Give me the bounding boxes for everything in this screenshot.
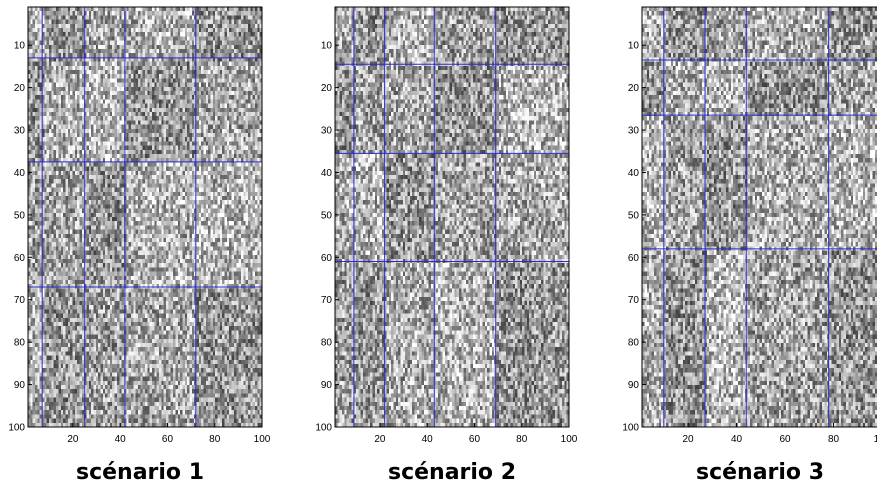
caption-scenario-2: scénario 2 bbox=[388, 460, 516, 485]
heatmap-panel-scenario-1: 10 20 30 40 50 60 70 80 90 100 20 40 60 80 100 bbox=[0, 0, 290, 486]
x-tick-label: 100 bbox=[254, 434, 271, 445]
caption-scenario-3: scénario 3 bbox=[696, 460, 824, 485]
x-tick-label: 20 bbox=[374, 434, 386, 445]
x-tick-label: 80 bbox=[828, 434, 840, 445]
y-tick-label: 60 bbox=[628, 253, 640, 264]
x-tick-label: 40 bbox=[731, 434, 743, 445]
x-tick-label: 20 bbox=[682, 434, 694, 445]
y-tick-label: 10 bbox=[14, 41, 26, 52]
y-tick-label: 90 bbox=[321, 380, 333, 391]
heatmap-chart-3: 10 20 30 40 50 60 70 80 90 100 20 40 60 80 100 bbox=[605, 0, 877, 448]
heatmap-chart-2: 10 20 30 40 50 60 70 80 90 100 20 40 60 80 100 bbox=[300, 0, 590, 448]
y-tick-label: 40 bbox=[628, 168, 640, 179]
heatmap-cells bbox=[28, 7, 262, 427]
x-tick-label: 40 bbox=[115, 434, 127, 445]
x-tick-label: 80 bbox=[209, 434, 221, 445]
y-tick-label: 50 bbox=[628, 210, 640, 221]
heatmap-chart-1: 10 20 30 40 50 60 70 80 90 100 20 40 60 80 100 bbox=[0, 0, 290, 448]
y-tick-label: 20 bbox=[321, 83, 333, 94]
y-tick-label: 80 bbox=[321, 338, 333, 349]
y-tick-label: 100 bbox=[622, 423, 639, 434]
y-tick-label: 80 bbox=[628, 338, 640, 349]
x-tick-label: 80 bbox=[516, 434, 528, 445]
x-tick-label: 60 bbox=[779, 434, 791, 445]
y-tick-label: 30 bbox=[14, 126, 26, 137]
y-tick-label: 90 bbox=[14, 380, 26, 391]
y-tick-label: 50 bbox=[321, 210, 333, 221]
y-tick-label: 30 bbox=[628, 126, 640, 137]
heatmap-panel-scenario-2: 10 20 30 40 50 60 70 80 90 100 20 40 60 80 100 bbox=[300, 0, 590, 486]
y-tick-label: 40 bbox=[321, 168, 333, 179]
caption-scenario-1: scénario 1 bbox=[76, 460, 204, 485]
x-tick-label: 100 bbox=[874, 434, 877, 445]
y-tick-label: 60 bbox=[14, 253, 26, 264]
y-tick-label: 100 bbox=[8, 423, 25, 434]
y-tick-label: 50 bbox=[14, 210, 26, 221]
y-tick-label: 70 bbox=[321, 295, 333, 306]
y-tick-label: 30 bbox=[321, 126, 333, 137]
x-tick-label: 60 bbox=[469, 434, 481, 445]
y-tick-label: 60 bbox=[321, 253, 333, 264]
heatmap-cells bbox=[642, 7, 877, 427]
y-tick-label: 70 bbox=[628, 295, 640, 306]
y-tick-label: 20 bbox=[14, 83, 26, 94]
heatmap-cells bbox=[335, 7, 569, 427]
heatmap-panel-scenario-3: 10 20 30 40 50 60 70 80 90 100 20 40 60 80 100 bbox=[605, 0, 877, 486]
x-tick-label: 40 bbox=[422, 434, 434, 445]
y-tick-label: 40 bbox=[14, 168, 26, 179]
y-tick-label: 80 bbox=[14, 338, 26, 349]
y-tick-label: 10 bbox=[628, 41, 640, 52]
y-tick-label: 90 bbox=[628, 380, 640, 391]
x-tick-label: 20 bbox=[67, 434, 79, 445]
y-tick-label: 100 bbox=[315, 423, 332, 434]
y-tick-label: 70 bbox=[14, 295, 26, 306]
x-tick-label: 60 bbox=[162, 434, 174, 445]
y-tick-label: 20 bbox=[628, 83, 640, 94]
x-tick-label: 100 bbox=[561, 434, 578, 445]
y-tick-label: 10 bbox=[321, 41, 333, 52]
